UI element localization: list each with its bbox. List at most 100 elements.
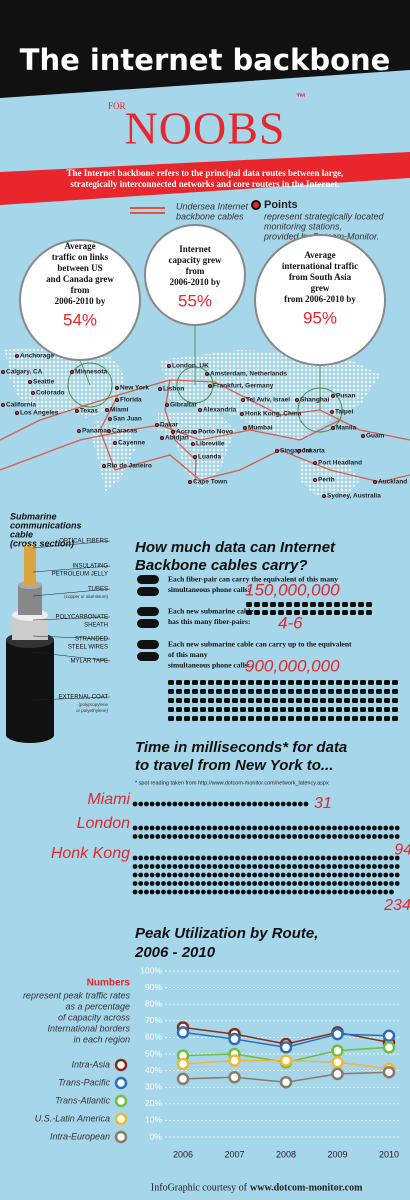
city-label: Panama	[82, 428, 107, 435]
fact-text: Each new submarine cable	[168, 607, 254, 616]
latency-dots	[132, 801, 309, 807]
dot	[229, 872, 235, 878]
phone-icon	[184, 707, 190, 712]
dot	[354, 864, 360, 869]
station	[330, 425, 335, 430]
phone-icon	[256, 707, 262, 712]
station	[164, 402, 169, 407]
station	[115, 385, 120, 390]
phone-icon	[264, 680, 270, 685]
dot	[280, 855, 286, 861]
phone-icon	[320, 716, 326, 721]
bubble	[19, 239, 141, 361]
city-label: Guam	[366, 433, 385, 440]
toggle-icon	[137, 575, 159, 584]
dot	[132, 825, 138, 831]
dot	[366, 834, 372, 839]
dot	[315, 834, 320, 839]
phone-icon	[288, 689, 294, 694]
dot	[320, 834, 326, 839]
city-label: California	[6, 402, 36, 409]
phone-icon	[248, 698, 254, 703]
station	[312, 460, 317, 465]
fact-value: 900,000,000	[245, 656, 340, 675]
bubble-value: 54%	[63, 310, 97, 329]
phone-icon	[328, 716, 334, 721]
dot	[178, 881, 184, 886]
dot	[383, 864, 389, 869]
phone-icon	[200, 689, 206, 694]
phone-icon	[248, 707, 254, 712]
dot	[166, 881, 172, 886]
dot	[235, 855, 241, 861]
header-band	[0, 0, 410, 98]
y-tick-label: 100%	[140, 965, 162, 975]
phone-icon	[286, 610, 292, 615]
dot	[286, 889, 292, 895]
dot	[155, 834, 161, 839]
title: The internet backbone	[20, 43, 391, 77]
point	[382, 1029, 396, 1042]
dot	[252, 889, 258, 895]
dot	[366, 872, 372, 878]
dot	[286, 825, 292, 831]
dot	[183, 834, 189, 839]
phone-icon	[256, 716, 262, 721]
station	[75, 408, 80, 413]
dot	[166, 872, 172, 878]
dot	[315, 864, 320, 869]
phone-icon	[192, 689, 198, 694]
phone-icon	[392, 680, 398, 685]
city-label: Cape Town	[193, 479, 227, 486]
dot	[320, 825, 326, 831]
dot	[269, 855, 275, 861]
point	[331, 1056, 344, 1069]
dot	[326, 855, 332, 861]
dot	[178, 864, 184, 869]
city-label: Miami	[110, 407, 129, 414]
phone-icon	[334, 602, 340, 607]
toggle-icon	[137, 619, 159, 628]
dot	[189, 825, 195, 831]
phone-icon	[264, 707, 270, 712]
layer-label: TUBES	[88, 587, 108, 593]
dot	[332, 881, 337, 886]
dot	[383, 855, 389, 861]
dot	[263, 855, 269, 861]
dot	[377, 889, 383, 895]
station	[239, 411, 244, 416]
station	[166, 363, 171, 368]
y-tick-label: 50%	[145, 1048, 162, 1058]
station	[159, 435, 164, 440]
point	[279, 1054, 293, 1067]
dot	[178, 834, 184, 839]
city-label: London, UK	[172, 363, 209, 370]
dot	[280, 801, 286, 807]
dot	[183, 881, 189, 886]
dot	[212, 889, 218, 895]
phone-icon	[342, 602, 348, 607]
phone-icon	[358, 602, 364, 607]
fact-text: has this many fiber-pairs:	[168, 617, 250, 626]
phone-icon	[168, 716, 174, 721]
dot	[377, 855, 383, 861]
phone-icon	[336, 698, 342, 703]
section-title: How much data can Internet	[135, 539, 336, 556]
dot	[132, 864, 138, 869]
dot	[263, 801, 269, 807]
phone-icon	[254, 602, 260, 607]
phone-icon	[328, 698, 334, 703]
fact-text: Each new submarine cable can carry up to…	[168, 640, 352, 649]
station	[187, 479, 192, 484]
dot	[269, 825, 275, 831]
intro-line: The Internet backbone refers to the prin…	[67, 168, 344, 178]
dot	[309, 834, 315, 839]
y-tick-label: 0%	[150, 1131, 163, 1141]
leader-line	[32, 696, 111, 701]
city-label: Honk Kong, China	[245, 411, 302, 418]
phone-icon	[216, 716, 222, 721]
phone-icon	[192, 707, 198, 712]
bubble-text: capacity grew	[168, 255, 222, 265]
dot	[343, 834, 349, 839]
dot	[223, 864, 229, 869]
